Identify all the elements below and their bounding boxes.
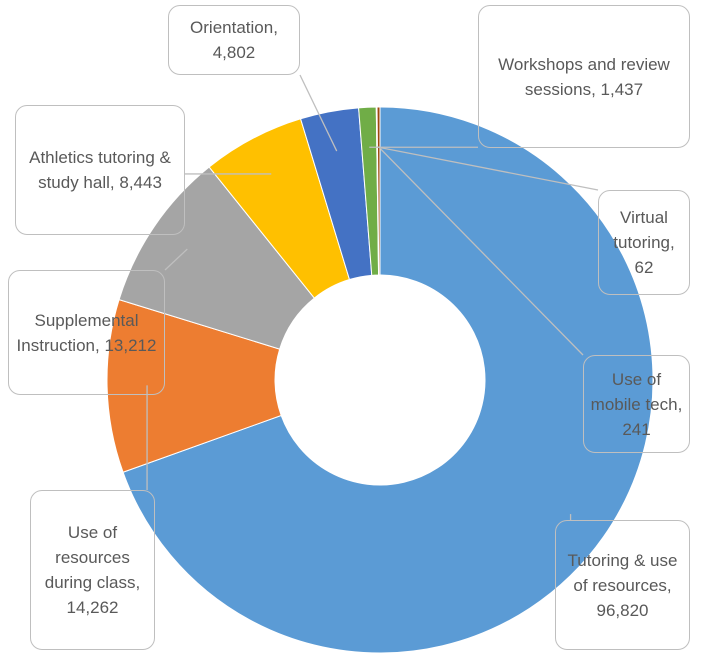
- slice: [106, 299, 282, 473]
- data-label: Use of resources during class, 14,262: [30, 490, 155, 650]
- data-label: Supplemental Instruction, 13,212: [8, 270, 165, 395]
- label-text: Orientation, 4,802: [175, 15, 293, 65]
- separator: ,: [135, 573, 141, 592]
- value-label: 13,212: [104, 335, 157, 355]
- data-label: Workshops and review sessions, 1,437: [478, 5, 690, 148]
- value-label: 1,437: [600, 79, 644, 99]
- value-label: 14,262: [66, 598, 119, 617]
- leader-line: [164, 248, 188, 271]
- leader-line: [299, 74, 338, 152]
- label-text: Workshops and review sessions, 1,437: [485, 52, 683, 102]
- category-label: Use of resources during class: [44, 523, 136, 592]
- data-label: Use of mobile tech, 241: [583, 355, 690, 453]
- leader-line: [377, 146, 599, 191]
- value-label: 8,443: [119, 173, 162, 192]
- value-label: 241: [622, 419, 651, 439]
- label-text: Use of resources during class, 14,262: [37, 520, 148, 620]
- value-label: 4,802: [212, 43, 256, 62]
- leader-line: [378, 146, 584, 356]
- slice: [376, 106, 381, 276]
- separator: ,: [273, 18, 278, 37]
- data-label: Orientation, 4,802: [168, 5, 300, 75]
- label-text: Virtual tutoring, 62: [605, 205, 683, 280]
- data-label: Virtual tutoring, 62: [598, 190, 690, 295]
- separator: ,: [677, 394, 683, 414]
- slice: [122, 106, 654, 654]
- category-label: Tutoring & use of resources: [567, 550, 678, 595]
- category-label: Supplemental Instruction: [16, 310, 139, 355]
- separator: ,: [591, 79, 601, 99]
- label-text: Athletics tutoring & study hall, 8,443: [22, 145, 178, 195]
- label-text: Use of mobile tech, 241: [590, 367, 683, 442]
- category-label: Workshops and review sessions: [498, 54, 670, 99]
- separator: ,: [666, 575, 672, 595]
- label-text: Tutoring & use of resources, 96,820: [562, 548, 683, 623]
- category-label: Virtual tutoring: [613, 208, 670, 252]
- separator: ,: [109, 173, 120, 192]
- separator: ,: [669, 233, 675, 252]
- value-label: 62: [634, 258, 654, 277]
- value-label: 96,820: [596, 600, 649, 620]
- data-label: Tutoring & use of resources, 96,820: [555, 520, 690, 650]
- data-label: Athletics tutoring & study hall, 8,443: [15, 105, 185, 235]
- category-label: Use of mobile tech: [590, 369, 678, 414]
- label-text: Supplemental Instruction, 13,212: [15, 308, 158, 358]
- category-label: Orientation: [190, 18, 274, 37]
- separator: ,: [94, 335, 105, 355]
- category-label: Athletics tutoring & study hall: [29, 148, 171, 192]
